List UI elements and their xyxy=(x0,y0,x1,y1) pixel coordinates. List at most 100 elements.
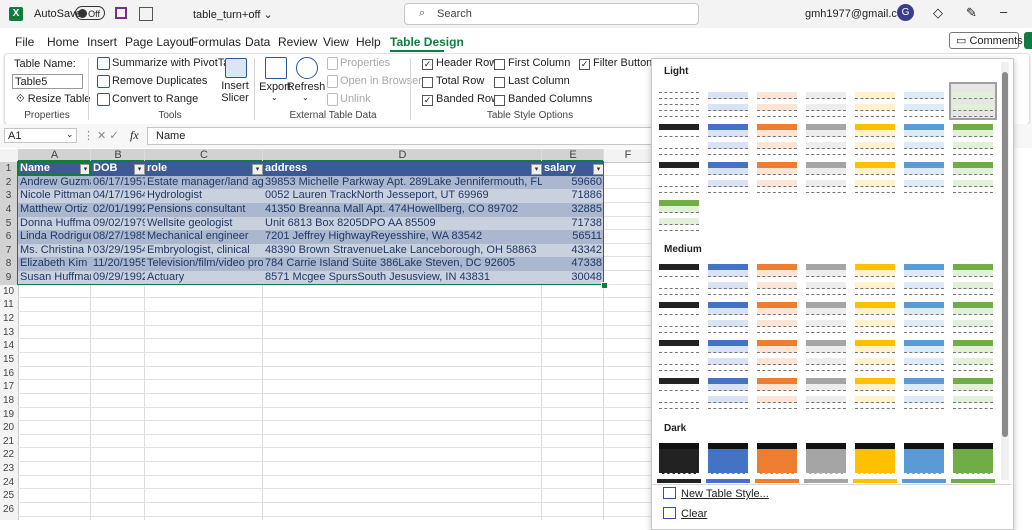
layout-icon[interactable] xyxy=(139,7,153,21)
table-cell[interactable]: 30048 xyxy=(571,271,602,284)
table-cell[interactable]: 48390 Brown StravenueLake Lanceborough, … xyxy=(265,243,537,256)
table-style-thumb[interactable] xyxy=(951,441,995,475)
table-style-thumb[interactable] xyxy=(853,376,897,410)
table-style-thumb[interactable] xyxy=(902,479,946,483)
table-cell[interactable]: 59660 xyxy=(571,175,602,188)
minimize[interactable]: – xyxy=(1000,4,1008,19)
table-header-cell[interactable]: salary xyxy=(544,162,576,174)
column-header[interactable]: F xyxy=(624,149,632,161)
filename[interactable]: table_turn+off ⌄ xyxy=(193,9,273,21)
table-style-thumb[interactable] xyxy=(853,262,897,296)
row-header[interactable]: 7 xyxy=(0,243,17,258)
search-box[interactable] xyxy=(404,3,699,25)
ribbon-tab[interactable]: Table Design xyxy=(390,35,464,49)
table-style-thumb[interactable] xyxy=(657,84,701,118)
table-style-thumb[interactable] xyxy=(902,122,946,156)
table-cell[interactable]: Wellsite geologist xyxy=(147,216,233,229)
autosave-toggle[interactable]: Off xyxy=(75,6,105,20)
checkbox[interactable] xyxy=(422,77,433,88)
table-style-thumb[interactable] xyxy=(804,376,848,410)
table-style-thumb[interactable] xyxy=(951,376,995,410)
table-cell[interactable]: 71738 xyxy=(571,216,602,229)
table-style-thumb[interactable] xyxy=(706,338,750,372)
table-style-thumb[interactable] xyxy=(755,376,799,410)
table-cell[interactable]: Television/film/video produ xyxy=(147,257,263,270)
table-cell[interactable]: Andrew Guzman xyxy=(20,175,91,188)
table-style-thumb[interactable] xyxy=(804,300,848,334)
table-cell[interactable]: Ms. Christina My xyxy=(20,243,91,256)
row-header[interactable]: 11 xyxy=(3,299,14,311)
row-header[interactable]: 5 xyxy=(0,216,17,231)
table-cell[interactable]: 08/27/1985 xyxy=(93,230,145,243)
table-style-thumb[interactable] xyxy=(804,479,848,483)
row-header[interactable]: 24 xyxy=(2,476,15,488)
row-header[interactable]: 4 xyxy=(0,202,17,217)
table-cell[interactable]: Estate manager/land agent xyxy=(147,175,263,188)
ribbon-tab[interactable]: File xyxy=(15,35,35,49)
remove-duplicates[interactable]: Remove Duplicates xyxy=(112,75,208,87)
row-header[interactable]: 16 xyxy=(2,367,15,379)
table-style-thumb[interactable] xyxy=(902,338,946,372)
row-header[interactable]: 10 xyxy=(2,285,15,297)
table-style-thumb[interactable] xyxy=(951,338,995,372)
checkbox[interactable] xyxy=(494,59,505,70)
filter-button[interactable]: ▾ xyxy=(252,164,263,175)
table-cell[interactable]: 7201 Jeffrey HighwayReyesshire, WA 83542 xyxy=(265,230,483,243)
row-header[interactable]: 13 xyxy=(2,326,15,338)
row-header[interactable]: 12 xyxy=(2,313,15,325)
table-cell[interactable]: Embryologist, clinical xyxy=(147,243,250,256)
table-style-thumb[interactable] xyxy=(706,479,750,483)
comments-button[interactable]: ▭ Comments xyxy=(949,32,1023,49)
table-style-thumb[interactable] xyxy=(755,262,799,296)
table-header-cell[interactable]: role xyxy=(147,162,168,174)
row-header[interactable]: 26 xyxy=(2,504,15,515)
checkbox-label[interactable]: Last Column xyxy=(508,75,570,87)
table-cell[interactable]: Linda Rodriguez xyxy=(20,230,91,243)
insert-slicer-2[interactable]: Slicer xyxy=(221,92,249,104)
table-style-thumb[interactable] xyxy=(902,376,946,410)
row-header[interactable]: 1 xyxy=(0,162,17,176)
checkbox-label[interactable]: Total Row xyxy=(436,75,485,87)
table-style-thumb[interactable] xyxy=(853,338,897,372)
table-cell[interactable]: Pensions consultant xyxy=(147,202,246,215)
table-cell[interactable]: 09/29/1992 xyxy=(93,271,145,284)
table-style-thumb[interactable] xyxy=(657,479,701,483)
row-header[interactable]: 21 xyxy=(2,435,15,447)
table-style-thumb[interactable] xyxy=(706,300,750,334)
resize-table[interactable]: ⟐ Resize Table xyxy=(16,93,91,105)
table-style-thumb[interactable] xyxy=(706,376,750,410)
table-cell[interactable]: 03/29/1954 xyxy=(93,243,145,256)
name-box-dropdown[interactable]: ⌄ xyxy=(66,129,74,139)
table-style-thumb[interactable] xyxy=(804,84,848,118)
row-header[interactable]: 22 xyxy=(2,449,15,461)
table-style-thumb[interactable] xyxy=(853,479,897,483)
row-header[interactable]: 25 xyxy=(2,490,15,502)
filter-button[interactable]: ▾ xyxy=(134,164,145,175)
table-style-thumb[interactable] xyxy=(853,122,897,156)
share-button[interactable] xyxy=(1024,32,1032,49)
table-cell[interactable]: 8571 Mcgee SpursSouth Jesusview, IN 4383… xyxy=(265,271,491,284)
table-style-thumb[interactable] xyxy=(755,160,799,194)
checkbox-label[interactable]: Header Row xyxy=(436,57,498,69)
row-header[interactable]: 23 xyxy=(2,463,15,475)
table-style-thumb[interactable] xyxy=(755,338,799,372)
table-style-thumb[interactable] xyxy=(853,160,897,194)
row-header[interactable]: 2 xyxy=(0,175,17,190)
refresh-button[interactable]: Refresh xyxy=(286,81,326,93)
table-cell[interactable]: Matthew Ortiz xyxy=(20,202,88,215)
table-style-thumb[interactable] xyxy=(755,122,799,156)
table-style-thumb[interactable] xyxy=(951,160,995,194)
row-header[interactable]: 3 xyxy=(0,189,17,203)
summarize-pivot[interactable]: Summarize with PivotTable xyxy=(112,57,245,69)
table-cell[interactable]: 32885 xyxy=(571,202,602,215)
table-style-thumb[interactable] xyxy=(657,198,701,232)
ribbon-tab[interactable]: Help xyxy=(356,35,381,49)
ribbon-tab[interactable]: Insert xyxy=(87,35,118,49)
table-cell[interactable]: 39853 Michelle Parkway Apt. 289Lake Jenn… xyxy=(265,175,542,188)
export-button[interactable]: Export xyxy=(259,81,291,93)
table-style-thumb[interactable] xyxy=(755,300,799,334)
table-style-thumb[interactable] xyxy=(657,338,701,372)
table-style-thumb[interactable] xyxy=(804,160,848,194)
table-style-thumb[interactable] xyxy=(902,441,946,475)
table-style-thumb[interactable] xyxy=(706,160,750,194)
